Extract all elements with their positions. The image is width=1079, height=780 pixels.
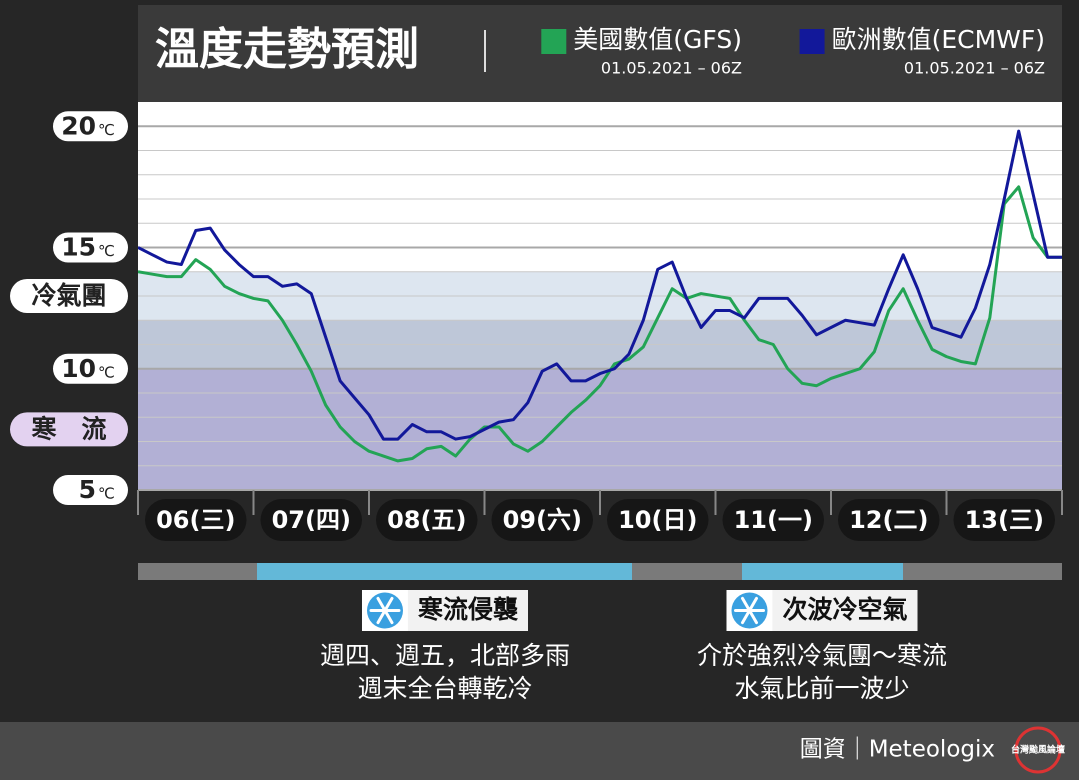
y-tick-unit: ℃: [98, 121, 115, 139]
y-tick-unit: ℃: [98, 242, 115, 260]
legend-run: 01.05.2021 – 06Z: [601, 59, 742, 78]
logo-ring: [1014, 726, 1062, 774]
annotation-line: 週末全台轉乾冷: [357, 674, 532, 703]
x-tick-label: 06(三): [156, 506, 235, 534]
chart-title: 溫度走勢預測: [155, 24, 419, 75]
y-tick-unit: ℃: [98, 363, 115, 381]
band-label: 寒 流: [31, 414, 106, 443]
snow-icon-arm: [376, 596, 394, 625]
day-pill: [145, 499, 247, 541]
annotation-title-box: [772, 590, 918, 631]
x-tick-label: 08(五): [387, 506, 466, 534]
legend-run: 01.05.2021 – 06Z: [904, 59, 1045, 78]
timeline-period: [742, 563, 903, 580]
day-pill: [491, 499, 593, 541]
y-tick-pill: [53, 475, 128, 505]
timeline-period: [257, 563, 632, 580]
x-tick-label: 07(四): [272, 506, 351, 534]
band-label-pill: [10, 412, 128, 447]
legend-swatch: [541, 29, 567, 54]
day-pill: [722, 499, 824, 541]
header-box: [138, 5, 1062, 102]
y-tick-label: 20: [61, 111, 96, 140]
day-pill: [260, 499, 362, 541]
x-tick-label: 11(一): [734, 506, 813, 534]
y-tick-pill: [53, 232, 128, 263]
source: 圖資｜Meteologix: [800, 737, 995, 763]
annotation-line: 週四、週五，北部多雨: [320, 641, 570, 670]
logo: 台灣颱風論壇: [1011, 744, 1065, 756]
day-pill: [607, 499, 709, 541]
band-label: 冷氣團: [31, 281, 106, 310]
legend-swatch: [799, 29, 825, 54]
footer-bar: [0, 722, 1079, 780]
y-tick-pill: [53, 353, 128, 384]
x-tick-label: 10(日): [618, 506, 697, 534]
day-pill: [953, 499, 1055, 541]
x-tick-label: 09(六): [503, 506, 582, 534]
y-tick-label: 15: [61, 233, 96, 262]
day-pill: [376, 499, 478, 541]
annotation-line: 介於強烈冷氣團～寒流: [697, 641, 947, 670]
y-tick-unit: ℃: [98, 485, 115, 503]
band: [138, 368, 1062, 490]
series-line: [138, 185, 1062, 463]
series-line: [138, 129, 1062, 441]
annotation-title: 次波冷空氣: [782, 595, 907, 624]
annotation-title: 寒流侵襲: [418, 595, 519, 624]
band-label-pill: [10, 279, 128, 313]
day-pill: [838, 499, 940, 541]
legend-label: 歐洲數值(ECMWF): [832, 25, 1045, 54]
y-tick-pill: [53, 111, 128, 142]
legend-label: 美國數值(GFS): [573, 25, 742, 54]
y-tick-label: 5: [79, 475, 96, 504]
y-tick-label: 10: [61, 354, 96, 383]
x-tick-label: 12(二): [849, 506, 928, 534]
annotation-line: 水氣比前一波少: [734, 674, 909, 703]
x-tick-label: 13(三): [965, 506, 1044, 534]
snow-icon-arm: [740, 596, 758, 625]
annotation-title-box: [407, 590, 529, 631]
